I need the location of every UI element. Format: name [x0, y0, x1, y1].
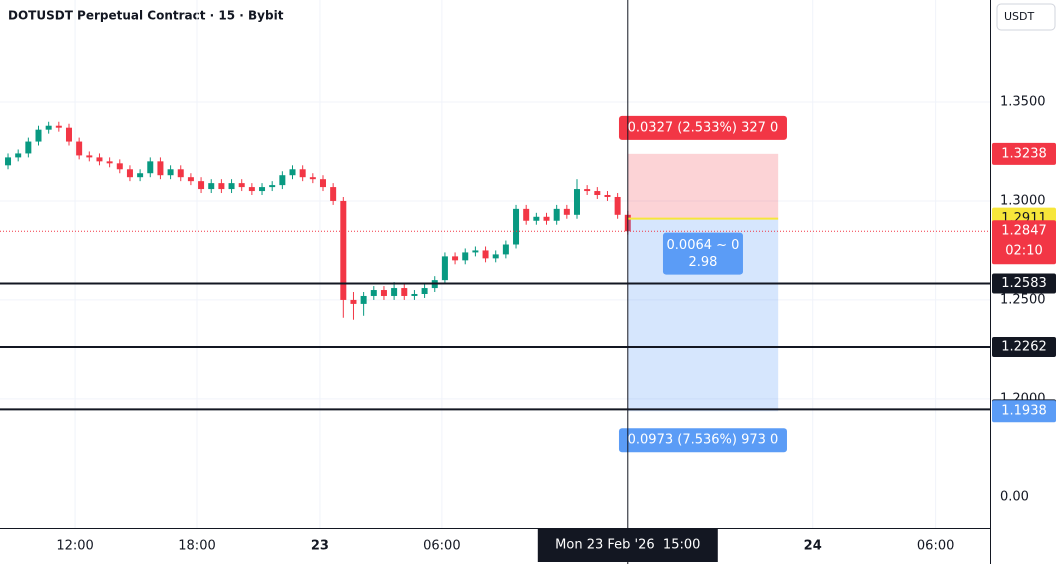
candle-body [330, 187, 337, 201]
candle-body [218, 183, 225, 190]
x-tick-label: 23 [311, 539, 329, 554]
candle-body [116, 163, 123, 170]
candle-body [167, 169, 174, 176]
candle-body [604, 195, 611, 197]
candle-body [563, 208, 570, 215]
candle-body [594, 191, 601, 196]
candle-body [187, 177, 194, 182]
candle-body [137, 173, 144, 178]
candle-body [380, 290, 387, 296]
candle-body [533, 216, 540, 221]
price-tag-label: 1.3238 [1001, 146, 1047, 161]
candle-body [452, 256, 459, 261]
price-tag [992, 142, 1056, 165]
target-label-box [618, 428, 787, 453]
candle-body [55, 125, 62, 128]
candle-body [482, 250, 489, 259]
countdown-label: 02:10 [1005, 244, 1042, 259]
candle-body [523, 208, 530, 221]
price-tag [992, 273, 1056, 294]
candle-body [25, 141, 32, 154]
candle-body [462, 252, 469, 261]
crosshair-label-box [537, 528, 718, 562]
stop-label: 0.0327 (2.533%) 327 0 [628, 120, 779, 135]
candle-body [76, 141, 83, 156]
price-tag-label: 1.2262 [1001, 340, 1047, 355]
mid-label-box [662, 232, 743, 275]
currency-button[interactable] [996, 3, 1056, 31]
stop-label-box [618, 115, 787, 140]
candle-body [45, 125, 52, 130]
candle-body [299, 169, 306, 178]
candle-body [360, 295, 367, 304]
chart-title: DOTUSDT Perpetual Contract · 15 · Bybit [8, 9, 284, 23]
price-tag-label: 1.1938 [1001, 404, 1047, 419]
currency-label[interactable]: USDT [1004, 10, 1035, 23]
x-tick-label: 06:00 [423, 539, 460, 554]
crosshair-label: Mon 23 Feb '26 15:00 [555, 538, 700, 553]
y-tick-label: 1.3000 [1000, 193, 1046, 208]
candle-body [106, 161, 113, 164]
candle-body [309, 177, 316, 180]
price-tag-label: 1.2583 [1001, 276, 1047, 291]
candle-body [238, 183, 245, 188]
candle-body [614, 196, 621, 215]
candle-body [573, 189, 580, 215]
x-tick-label: 18:00 [178, 539, 215, 554]
candle-body [5, 157, 12, 166]
price-tag [992, 400, 1056, 423]
current-price-label: 1.2847 [1001, 224, 1047, 239]
candle-body [553, 208, 560, 221]
candle-body [157, 161, 164, 176]
candle-body [584, 189, 591, 192]
candle-body [472, 250, 479, 253]
candle-body [411, 293, 418, 296]
candle-body [15, 153, 22, 158]
target-label: 0.0973 (7.536%) 973 0 [628, 433, 779, 448]
candle-body [492, 254, 499, 259]
candle-body [248, 187, 255, 192]
y-tick-label: 1.3500 [1000, 94, 1046, 109]
mid-label: 2.98 [689, 255, 718, 270]
y-tick-label: 1.2500 [1000, 292, 1046, 307]
candle-body [96, 157, 103, 162]
candle-body [259, 187, 266, 192]
candle-body [35, 129, 42, 142]
candle-body [391, 288, 398, 296]
candle-body [319, 179, 326, 188]
candle-body [86, 155, 93, 158]
stop-zone [627, 153, 779, 219]
x-tick-label: 24 [804, 539, 822, 554]
candle-body [65, 127, 72, 142]
candle-body [543, 216, 550, 221]
candle-body [401, 288, 408, 296]
candle-body [147, 161, 154, 174]
x-tick-label: 06:00 [917, 539, 954, 554]
candle-body [177, 169, 184, 178]
candle-body [289, 169, 296, 176]
candle-body [126, 169, 133, 178]
mid-label: 0.0064 ~ 0 [667, 238, 740, 253]
candle-body [279, 175, 286, 186]
candle-body [421, 288, 428, 294]
candle-body [350, 299, 357, 304]
candle-body [208, 183, 215, 190]
current-price-tag [992, 220, 1056, 265]
candle-body [340, 200, 347, 300]
candle-body [198, 181, 205, 190]
candle-body [502, 244, 509, 255]
candle-body [228, 183, 235, 190]
candle-body [269, 185, 276, 188]
candle-body [370, 290, 377, 296]
x-tick-label: 12:00 [56, 539, 93, 554]
candle-body [513, 208, 520, 245]
candle-body [441, 256, 448, 281]
price-tag [992, 337, 1056, 358]
scale-extra-label: 0.00 [1000, 490, 1029, 505]
